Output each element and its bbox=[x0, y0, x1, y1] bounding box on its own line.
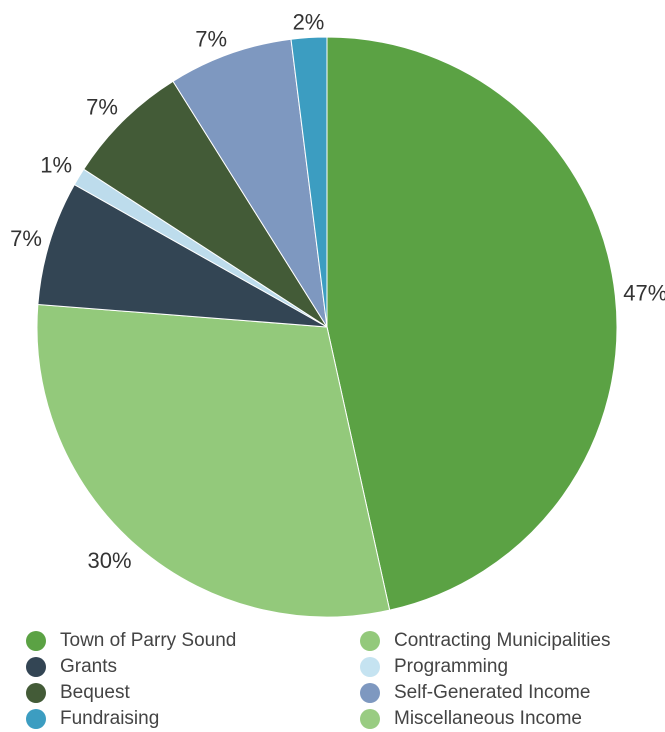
legend-swatch bbox=[360, 709, 380, 729]
legend-label: Miscellaneous Income bbox=[394, 708, 582, 729]
pie-slice-self-generated-income bbox=[172, 38, 328, 328]
pie-slice-contracting-municipalities bbox=[36, 303, 391, 618]
pie-slice-bequest bbox=[83, 80, 328, 328]
legend-item-bequest: Bequest bbox=[26, 680, 130, 706]
legend-item-fundraising: Fundraising bbox=[26, 706, 159, 732]
pie-slice-fundraising bbox=[290, 36, 328, 328]
legend-swatch bbox=[26, 631, 46, 651]
legend-item-programming: Programming bbox=[360, 654, 508, 680]
pie-plot-area: 47% 30% 7% 1% 7% 7% 2% bbox=[10, 10, 665, 618]
legend-label: Contracting Municipalities bbox=[394, 630, 611, 651]
legend-item-contracting-municipalities: Contracting Municipalities bbox=[360, 628, 611, 654]
legend-item-grants: Grants bbox=[26, 654, 117, 680]
legend-label: Bequest bbox=[60, 682, 130, 703]
legend-label: Fundraising bbox=[60, 708, 160, 729]
pie-label-programming: 1% bbox=[40, 153, 72, 178]
legend-swatch bbox=[26, 709, 46, 729]
chart-legend: Town of Parry Sound Contracting Municipal… bbox=[0, 625, 665, 731]
legend-swatch bbox=[26, 657, 46, 677]
legend-label: Grants bbox=[60, 656, 118, 677]
pie-slices bbox=[36, 36, 618, 618]
pie-label-bequest: 7% bbox=[86, 95, 118, 120]
legend-item-miscellaneous-income: Miscellaneous Income bbox=[360, 706, 582, 732]
legend-swatch bbox=[360, 683, 380, 703]
pie-label-grants: 7% bbox=[10, 226, 42, 251]
pie-label-contracting-municipalities: 30% bbox=[87, 548, 131, 573]
pie-label-town-of-parry-sound: 47% bbox=[623, 280, 665, 305]
legend-item-town-of-parry-sound: Town of Parry Sound bbox=[26, 628, 236, 654]
legend-label: Town of Parry Sound bbox=[60, 630, 237, 651]
legend-swatch bbox=[360, 631, 380, 651]
legend-label: Programming bbox=[394, 656, 509, 677]
pie-slice-town-of-parry-sound bbox=[326, 36, 618, 611]
legend-swatch bbox=[360, 657, 380, 677]
legend-item-self-generated-income: Self-Generated Income bbox=[360, 680, 590, 706]
legend-swatch bbox=[26, 683, 46, 703]
pie-label-self-generated-income: 7% bbox=[195, 26, 227, 51]
legend-label: Self-Generated Income bbox=[394, 682, 591, 703]
pie-value-labels: 47% 30% 7% 1% 7% 7% 2% bbox=[10, 10, 665, 573]
pie-label-fundraising: 2% bbox=[293, 10, 325, 35]
pie-slice-grants bbox=[37, 183, 328, 328]
